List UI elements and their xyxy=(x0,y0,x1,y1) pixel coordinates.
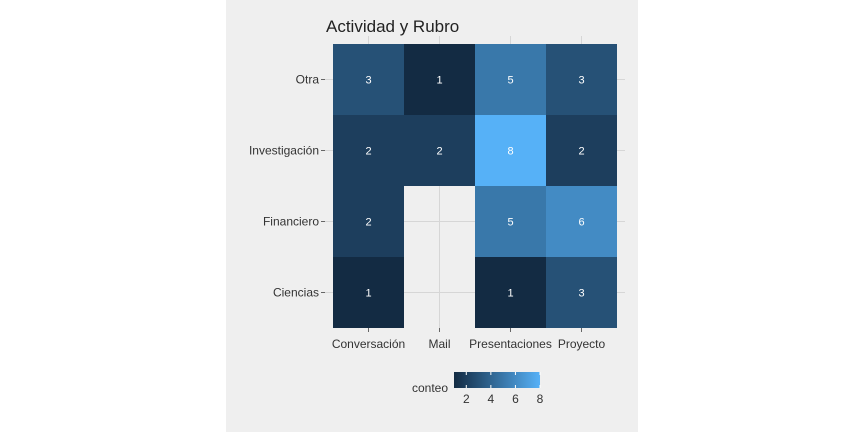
legend-color-bar xyxy=(454,372,540,388)
y-tick-label: Investigación xyxy=(249,144,319,158)
legend-tick-label: 2 xyxy=(463,392,470,406)
cell-value-label: 2 xyxy=(436,146,442,158)
heatmap-cell xyxy=(546,257,617,328)
heatmap-cell xyxy=(404,115,475,186)
heatmap-cell xyxy=(546,186,617,257)
cell-value-label: 5 xyxy=(507,217,513,229)
heatmap-chart: Actividad y Rubro 3 1 5 3 2 2 8 2 2 5 6 1 1 3 Convers… xyxy=(249,17,625,406)
color-legend: conteo 2 4 6 8 xyxy=(412,372,544,406)
heatmap-cell xyxy=(333,186,404,257)
x-tick-label: Proyecto xyxy=(558,337,606,351)
x-tick-label: Presentaciones xyxy=(469,337,552,351)
cell-value-label: 5 xyxy=(507,75,513,87)
y-tick-label: Otra xyxy=(296,73,320,87)
cell-value-label: 3 xyxy=(578,288,584,300)
cell-value-label: 2 xyxy=(365,146,371,158)
cell-value-label: 6 xyxy=(578,217,584,229)
legend-tick-label: 8 xyxy=(537,392,544,406)
heatmap-cell xyxy=(475,115,546,186)
x-axis-ticks: Conversación Mail Presentaciones Proyecto xyxy=(332,328,606,351)
heatmap-cells: 3 1 5 3 2 2 8 2 2 5 6 1 1 3 xyxy=(333,44,617,328)
cell-value-label: 1 xyxy=(365,288,371,300)
cell-value-label: 8 xyxy=(507,146,513,158)
legend-tick-label: 6 xyxy=(512,392,519,406)
x-tick-label: Conversación xyxy=(332,337,405,351)
cell-value-label: 3 xyxy=(365,75,371,87)
heatmap-cell xyxy=(475,44,546,115)
heatmap-cell xyxy=(546,44,617,115)
heatmap-cell xyxy=(333,115,404,186)
cell-value-label: 2 xyxy=(365,217,371,229)
heatmap-cell xyxy=(475,186,546,257)
heatmap-cell xyxy=(546,115,617,186)
x-tick-label: Mail xyxy=(428,337,450,351)
heatmap-cell xyxy=(333,44,404,115)
y-axis-ticks: Otra Investigación Financiero Ciencias xyxy=(249,73,325,300)
cell-value-label: 1 xyxy=(507,288,513,300)
y-tick-label: Ciencias xyxy=(273,286,319,300)
cell-value-label: 3 xyxy=(578,75,584,87)
heatmap-cell xyxy=(333,257,404,328)
heatmap-cell xyxy=(404,44,475,115)
legend-tick-label: 4 xyxy=(488,392,495,406)
cell-value-label: 2 xyxy=(578,146,584,158)
plot-panel: Actividad y Rubro 3 1 5 3 2 2 8 2 2 5 6 1 1 3 Convers… xyxy=(226,0,638,432)
cell-value-label: 1 xyxy=(436,75,442,87)
y-tick-label: Financiero xyxy=(263,215,319,229)
heatmap-cell xyxy=(475,257,546,328)
legend-title: conteo xyxy=(412,381,448,395)
chart-title: Actividad y Rubro xyxy=(326,17,459,36)
